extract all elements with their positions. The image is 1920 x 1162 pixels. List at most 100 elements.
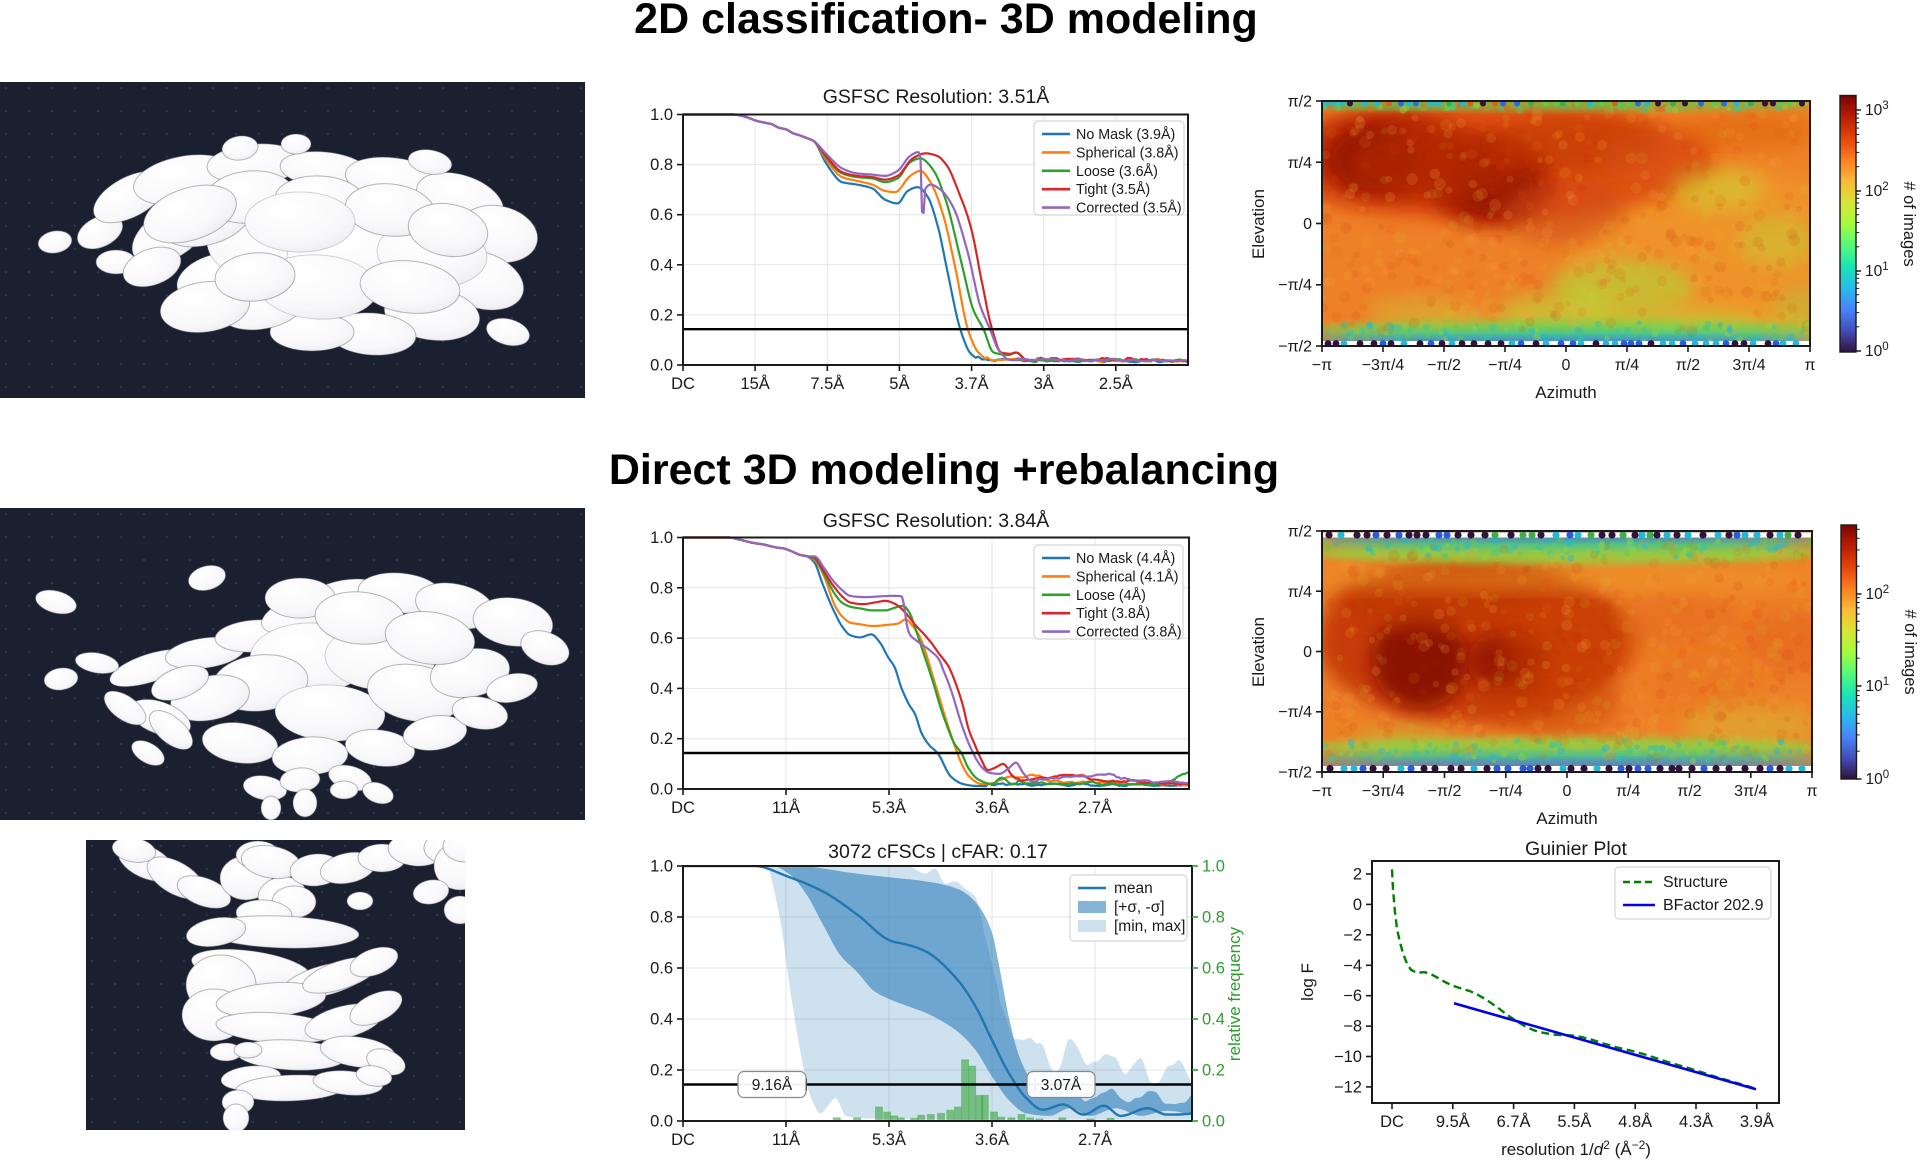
svg-text:4.3Å: 4.3Å <box>1679 1112 1713 1131</box>
svg-text:# of images: # of images <box>1900 181 1918 266</box>
svg-text:−π/4: −π/4 <box>1278 704 1312 721</box>
svg-text:π/2: π/2 <box>1677 783 1701 800</box>
svg-text:Elevation: Elevation <box>1249 189 1268 259</box>
svg-text:mean: mean <box>1114 880 1153 897</box>
svg-text:11Å: 11Å <box>772 798 800 817</box>
svg-text:0.2: 0.2 <box>650 730 673 748</box>
svg-text:[+σ, -σ]: [+σ, -σ] <box>1114 899 1165 916</box>
svg-text:−π/2: −π/2 <box>1278 339 1312 356</box>
svg-text:0.0: 0.0 <box>1202 1113 1225 1131</box>
svg-text:9.16Å: 9.16Å <box>752 1077 793 1094</box>
svg-text:3.6Å: 3.6Å <box>975 1130 1009 1149</box>
svg-text:BFactor 202.9: BFactor 202.9 <box>1663 897 1764 914</box>
svg-text:101: 101 <box>1865 261 1889 280</box>
svg-text:3.07Å: 3.07Å <box>1041 1077 1082 1094</box>
svg-text:1.0: 1.0 <box>650 106 673 124</box>
svg-text:0.8: 0.8 <box>650 579 673 597</box>
svg-text:π/4: π/4 <box>1288 584 1312 601</box>
svg-text:0.6: 0.6 <box>650 630 673 648</box>
svg-text:DC: DC <box>1380 1113 1404 1131</box>
svg-text:0.6: 0.6 <box>650 206 673 224</box>
svg-text:DC: DC <box>671 375 695 393</box>
svg-text:π/4: π/4 <box>1616 783 1640 800</box>
svg-text:resolution 1/d2 (Å−2): resolution 1/d2 (Å−2) <box>1501 1138 1651 1159</box>
svg-text:5.5Å: 5.5Å <box>1557 1112 1591 1131</box>
svg-text:−π/4: −π/4 <box>1278 277 1312 294</box>
svg-text:−3π/4: −3π/4 <box>1362 357 1405 374</box>
svg-text:π/2: π/2 <box>1288 94 1312 111</box>
svg-text:11Å: 11Å <box>772 1130 800 1149</box>
svg-text:−6: −6 <box>1343 987 1362 1005</box>
svg-text:−π: −π <box>1312 783 1332 800</box>
svg-text:−2: −2 <box>1343 926 1362 944</box>
svg-text:π/2: π/2 <box>1676 357 1700 374</box>
svg-text:GSFSC Resolution: 3.84Å: GSFSC Resolution: 3.84Å <box>823 509 1050 532</box>
svg-text:−π/4: −π/4 <box>1488 357 1522 374</box>
svg-text:−3π/4: −3π/4 <box>1362 783 1405 800</box>
svg-text:2.7Å: 2.7Å <box>1078 798 1112 817</box>
svg-text:−8: −8 <box>1343 1018 1362 1036</box>
svg-text:6.7Å: 6.7Å <box>1497 1112 1531 1131</box>
svg-text:π/4: π/4 <box>1615 357 1639 374</box>
svg-text:log F: log F <box>1298 963 1317 1001</box>
svg-text:π/4: π/4 <box>1288 155 1312 172</box>
svg-text:0.4: 0.4 <box>1202 1011 1225 1029</box>
svg-text:−π/2: −π/2 <box>1427 357 1461 374</box>
svg-text:Spherical (4.1Å): Spherical (4.1Å) <box>1076 568 1179 585</box>
svg-text:GSFSC Resolution: 3.51Å: GSFSC Resolution: 3.51Å <box>823 85 1050 108</box>
svg-text:100: 100 <box>1866 769 1890 788</box>
svg-text:Corrected (3.5Å): Corrected (3.5Å) <box>1076 200 1182 217</box>
svg-text:0.2: 0.2 <box>650 306 673 324</box>
svg-text:Azimuth: Azimuth <box>1535 383 1596 402</box>
svg-text:0.4: 0.4 <box>650 1011 673 1029</box>
svg-text:Structure: Structure <box>1663 874 1728 891</box>
svg-text:π: π <box>1806 783 1817 800</box>
svg-text:Azimuth: Azimuth <box>1536 809 1597 828</box>
svg-text:0.8: 0.8 <box>650 909 673 927</box>
svg-text:relative frequency: relative frequency <box>1225 926 1244 1061</box>
svg-text:5.3Å: 5.3Å <box>872 1130 906 1149</box>
svg-text:No Mask (3.9Å): No Mask (3.9Å) <box>1076 126 1175 143</box>
svg-text:102: 102 <box>1865 181 1889 200</box>
svg-text:100: 100 <box>1865 341 1889 360</box>
svg-text:0: 0 <box>1303 644 1312 661</box>
svg-text:Loose (3.6Å): Loose (3.6Å) <box>1076 163 1158 180</box>
svg-text:15Å: 15Å <box>740 374 769 393</box>
svg-text:−π/4: −π/4 <box>1489 783 1523 800</box>
svg-text:3π/4: 3π/4 <box>1732 357 1765 374</box>
svg-text:0.0: 0.0 <box>650 781 673 799</box>
svg-text:# of images: # of images <box>1901 609 1919 694</box>
svg-text:101: 101 <box>1866 676 1890 695</box>
svg-text:No Mask (4.4Å): No Mask (4.4Å) <box>1076 550 1175 567</box>
svg-text:3.6Å: 3.6Å <box>975 798 1009 817</box>
svg-text:9.5Å: 9.5Å <box>1436 1112 1470 1131</box>
svg-text:3π/4: 3π/4 <box>1734 783 1767 800</box>
svg-text:1.0: 1.0 <box>1202 858 1225 876</box>
svg-text:−4: −4 <box>1343 957 1362 975</box>
svg-text:0.2: 0.2 <box>1202 1062 1225 1080</box>
svg-text:5.3Å: 5.3Å <box>872 798 906 817</box>
svg-text:−12: −12 <box>1334 1078 1362 1096</box>
svg-text:DC: DC <box>671 799 695 817</box>
svg-text:0: 0 <box>1353 896 1362 914</box>
svg-text:2: 2 <box>1353 866 1362 884</box>
svg-text:Spherical (3.8Å): Spherical (3.8Å) <box>1076 144 1179 161</box>
svg-text:102: 102 <box>1866 584 1890 603</box>
svg-text:3.9Å: 3.9Å <box>1740 1112 1774 1131</box>
svg-text:−π: −π <box>1312 357 1332 374</box>
svg-text:π: π <box>1804 357 1815 374</box>
svg-text:0: 0 <box>1303 216 1312 233</box>
svg-text:0.0: 0.0 <box>650 1113 673 1131</box>
svg-text:−π/2: −π/2 <box>1278 765 1312 782</box>
svg-text:7.5Å: 7.5Å <box>810 374 844 393</box>
svg-text:0.8: 0.8 <box>650 156 673 174</box>
svg-text:1.0: 1.0 <box>650 858 673 876</box>
svg-text:DC: DC <box>671 1131 695 1149</box>
svg-text:0.4: 0.4 <box>650 256 673 274</box>
svg-text:3.7Å: 3.7Å <box>955 374 989 393</box>
svg-text:0.6: 0.6 <box>650 960 673 978</box>
svg-text:Loose (4Å): Loose (4Å) <box>1076 587 1146 604</box>
svg-text:Tight (3.8Å): Tight (3.8Å) <box>1076 605 1150 622</box>
svg-text:−π/2: −π/2 <box>1428 783 1462 800</box>
svg-text:5Å: 5Å <box>889 374 909 393</box>
